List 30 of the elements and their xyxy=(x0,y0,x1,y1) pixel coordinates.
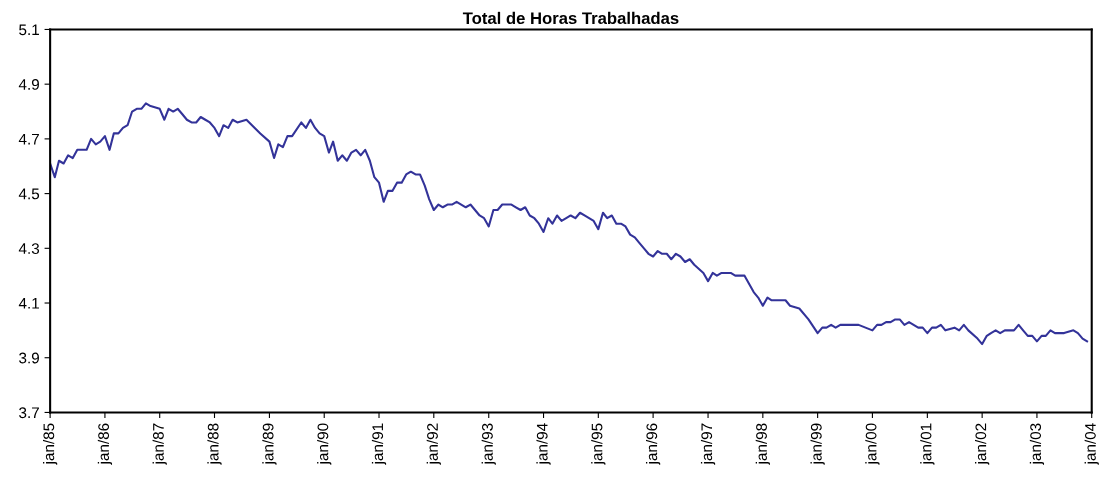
x-tick-label: jan/93 xyxy=(481,423,496,465)
x-tick-label: jan/88 xyxy=(207,423,222,465)
line-series xyxy=(50,102,1089,346)
x-tick-label: jan/97 xyxy=(700,423,716,465)
y-tick-label: 3.9 xyxy=(19,352,39,364)
y-tick-label: 4.3 xyxy=(18,243,40,254)
y-tick-label: 4.7 xyxy=(18,133,39,145)
y-tick-label: 3.7 xyxy=(19,407,39,419)
y-tick-label: 4.1 xyxy=(18,298,39,309)
x-tick-label: jan/85 xyxy=(43,423,58,465)
y-tick-label: 5.1 xyxy=(19,24,39,36)
x-tick-label: jan/99 xyxy=(810,423,825,465)
x-tick-label: jan/87 xyxy=(152,423,167,465)
x-tick-label: jan/92 xyxy=(426,423,441,465)
x-tick-label: jan/02 xyxy=(975,423,990,465)
x-tick-label: jan/94 xyxy=(536,423,551,465)
x-tick-label: jan/95 xyxy=(591,423,606,465)
x-tick-label: jan/86 xyxy=(97,423,113,465)
x-tick-label: jan/90 xyxy=(317,423,332,465)
x-tick-label: jan/96 xyxy=(645,423,661,465)
x-tick-label: jan/03 xyxy=(1029,423,1045,465)
x-tick-label: jan/89 xyxy=(262,423,277,465)
y-tick-label: 4.5 xyxy=(18,188,40,200)
x-tick-label: jan/04 xyxy=(1084,423,1099,465)
x-tick-label: jan/91 xyxy=(371,423,387,465)
x-tick-label: jan/01 xyxy=(920,423,935,465)
chart-title: Total de Horas Trabalhadas xyxy=(462,11,679,25)
x-tick-label: jan/00 xyxy=(865,423,880,465)
y-tick-label: 4.9 xyxy=(18,79,39,90)
x-tick-label: jan/98 xyxy=(755,423,770,465)
